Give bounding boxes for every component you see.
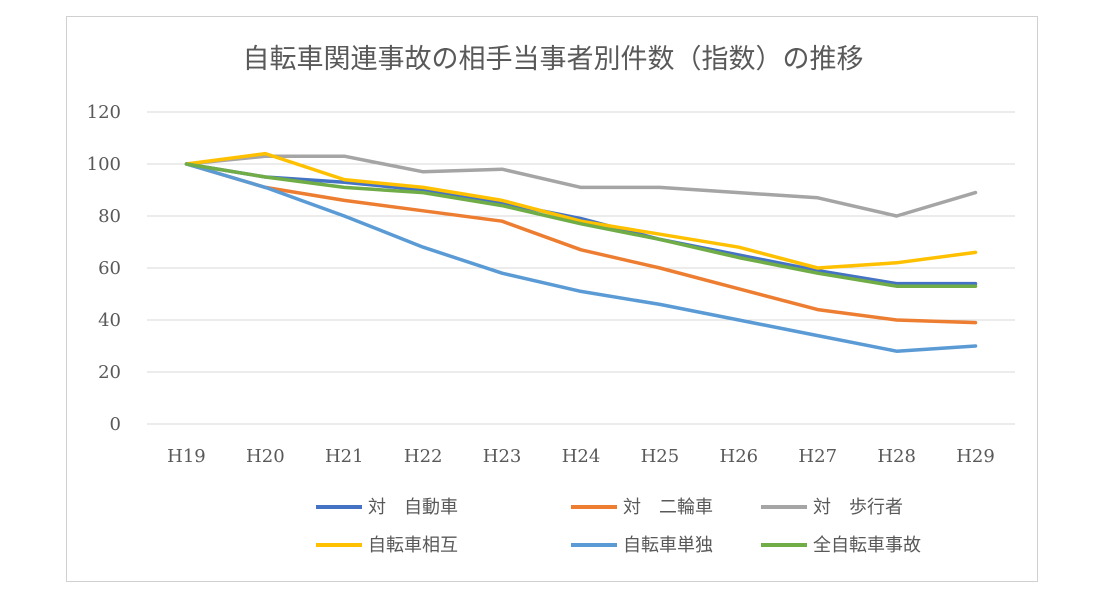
y-tick-label: 20 [98,362,121,383]
legend-label: 対 自動車 [368,497,458,518]
x-tick-label: H26 [720,446,759,467]
series-line-6 [184,162,978,288]
y-axis-ticks: 0 20 40 60 80 100 120 [87,102,121,435]
x-tick-label: H29 [956,446,995,467]
legend-label: 自転車相互 [368,535,458,556]
y-tick-label: 0 [110,414,121,435]
series-line-5 [184,162,978,353]
x-tick-label: H21 [325,446,364,467]
line-chart: 自転車関連事故の相手当事者別件数（指数）の推移 020406080100120 … [87,44,1015,556]
legend-label: 対 歩行者 [813,497,903,518]
legend-label: 自転車単独 [623,535,713,556]
chart-area: 自転車関連事故の相手当事者別件数（指数）の推移 0 20 40 60 80 100 120 … [66,16,1038,582]
x-tick-label: H22 [404,446,443,467]
y-tick-label: 40 [98,310,121,331]
x-tick-label: H25 [641,446,680,467]
legend-label: 全自転車事故 [813,535,921,556]
y-tick-label: 80 [98,206,121,227]
y-tick-label: 60 [98,258,121,279]
x-tick-label: H20 [246,446,285,467]
series-line-4 [184,151,978,270]
chart-title: 自転車関連事故の相手当事者別件数（指数）の推移 [243,44,864,75]
x-tick-label: H27 [798,446,837,467]
legend-label: 対 二輪車 [623,497,713,518]
series-line-3 [184,154,978,218]
series-lines [184,151,978,353]
y-tick-label: 100 [87,154,121,175]
x-axis-ticks: H19 H20 H21 H22 H23 H24 H25 H26 H27 H28 H29 [167,446,995,467]
x-tick-label: H28 [877,446,916,467]
y-tick-label: 120 [87,102,121,123]
x-tick-label: H24 [562,446,601,467]
x-tick-label: H19 [167,446,206,467]
series-line-2 [184,162,978,325]
x-tick-label: H23 [483,446,522,467]
series-line-1 [184,162,978,286]
